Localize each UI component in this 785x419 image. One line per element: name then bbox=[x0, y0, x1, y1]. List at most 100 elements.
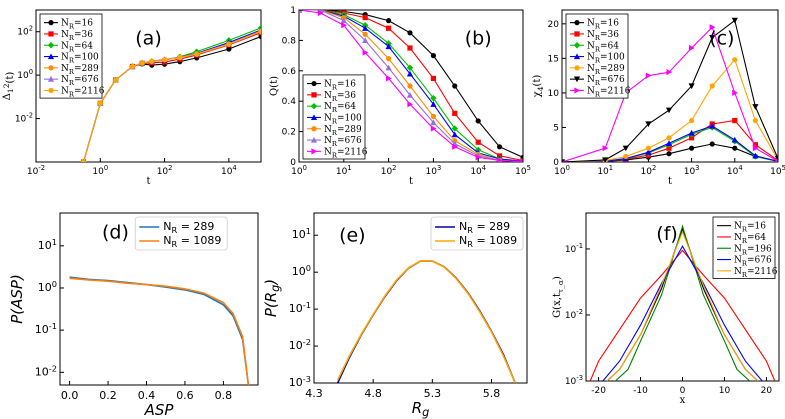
x-tick-label-c-1: 101 bbox=[597, 164, 613, 177]
x-tick-label-f-0: -20 bbox=[591, 386, 606, 396]
legend-label-b-4: NR=289 bbox=[324, 125, 362, 137]
legend-marker-a-1 bbox=[48, 31, 54, 37]
data-point-c-4-2 bbox=[623, 153, 629, 160]
x-axis-label-b: t bbox=[409, 176, 413, 187]
y-tick-label-f-2: 10-1 bbox=[565, 242, 583, 255]
data-point-c-5-5 bbox=[688, 83, 695, 90]
data-point-c-4-4 bbox=[666, 135, 672, 141]
data-point-c-3-5 bbox=[688, 129, 695, 136]
legend-label-a-4: NR=289 bbox=[61, 64, 99, 76]
legend-label-c-5: NR=676 bbox=[587, 75, 625, 87]
y-tick-label-c-2: 10 bbox=[548, 89, 560, 99]
y-tick-label-b-5: 1 bbox=[290, 6, 296, 16]
data-point-c-3-3 bbox=[645, 149, 652, 155]
data-point-b-6-8 bbox=[475, 154, 482, 161]
data-point-a-6-6 bbox=[161, 57, 168, 63]
data-point-c-4-8 bbox=[752, 117, 759, 124]
series-line-a-6 bbox=[82, 30, 261, 162]
y-tick-label-a-2: 102 bbox=[17, 25, 33, 38]
legend-label-b-0: NR=16 bbox=[324, 80, 356, 92]
data-point-c-0-5 bbox=[689, 145, 695, 151]
data-point-a-6-7 bbox=[177, 54, 183, 61]
data-point-a-6-8 bbox=[194, 51, 200, 57]
y-tick-label-d-0: 10-2 bbox=[35, 363, 57, 378]
legend-marker-a-3 bbox=[47, 53, 55, 60]
data-point-b-6-3 bbox=[362, 49, 369, 56]
x-tick-label-f-2: 0 bbox=[680, 386, 686, 396]
x-tick-label-b-2: 102 bbox=[381, 164, 397, 177]
legend-marker-a-0 bbox=[48, 20, 54, 26]
data-point-a-6-1 bbox=[97, 100, 103, 106]
data-point-b-6-2 bbox=[341, 22, 347, 29]
legend-label-a-2: NR=64 bbox=[61, 41, 93, 53]
legend-marker-a-6 bbox=[48, 87, 54, 94]
data-point-c-6-1 bbox=[602, 145, 609, 152]
data-point-c-4-7 bbox=[732, 57, 738, 63]
legend-label-f-3: NR=676 bbox=[734, 256, 772, 268]
data-point-b-3-5 bbox=[406, 70, 414, 77]
series-line-c-3 bbox=[562, 125, 778, 162]
y-tick-label-c-4: 20 bbox=[548, 20, 560, 30]
data-point-c-4-6 bbox=[709, 83, 715, 89]
legend-label-a-5: NR=676 bbox=[61, 75, 99, 87]
data-point-c-6-3 bbox=[645, 72, 652, 79]
data-point-b-1-5 bbox=[407, 45, 413, 51]
panel-a: 10-2 100 102 10410-2100102tΔ12(t)(a)NR=16NR… bbox=[2, 9, 262, 187]
y-tick-label-e-0: 10-3 bbox=[289, 374, 311, 389]
data-point-b-6-1 bbox=[317, 10, 324, 17]
legend-marker-a-2 bbox=[47, 42, 55, 49]
data-point-b-0-5 bbox=[407, 30, 413, 36]
plot-frame-e bbox=[313, 212, 528, 384]
data-point-b-0-6 bbox=[430, 53, 436, 59]
legend-marker-c-2 bbox=[573, 42, 581, 49]
y-tick-label-b-2: 0.4 bbox=[282, 97, 297, 107]
legend-label-b-6: NR=2116 bbox=[324, 147, 368, 159]
legend-marker-b-4 bbox=[311, 126, 317, 132]
legend-marker-c-1 bbox=[574, 31, 580, 37]
panel-label-b: (b) bbox=[465, 27, 492, 49]
legend-marker-b-3 bbox=[310, 114, 318, 121]
plot-frame-d bbox=[59, 212, 259, 386]
data-point-b-4-6 bbox=[430, 113, 436, 119]
legend-label-d-1: NR = 1089 bbox=[163, 234, 221, 249]
panel-label-a: (a) bbox=[135, 27, 161, 49]
data-point-b-2-6 bbox=[430, 94, 437, 102]
legend-label-f-1: NR=64 bbox=[734, 233, 766, 245]
data-point-c-0-4 bbox=[666, 151, 672, 157]
series-line-a-5 bbox=[82, 30, 261, 162]
y-axis-label-a: Δ12(t) bbox=[2, 72, 16, 101]
x-tick-label-b-4: 104 bbox=[470, 164, 486, 177]
x-tick-label-f-3: 10 bbox=[719, 386, 731, 396]
x-tick-label-c-2: 102 bbox=[641, 164, 657, 177]
x-tick-label-d-4: 0.8 bbox=[215, 389, 233, 402]
y-tick-label-b-4: 0.8 bbox=[282, 36, 297, 46]
series-line-c-4 bbox=[562, 58, 778, 162]
data-point-b-1-6 bbox=[430, 75, 436, 81]
data-point-c-6-5 bbox=[689, 44, 695, 52]
x-tick-label-d-2: 0.4 bbox=[138, 389, 156, 402]
data-point-b-1-3 bbox=[362, 15, 368, 21]
y-tick-label-b-3: 0.6 bbox=[282, 67, 297, 77]
legend-label-c-0: NR=16 bbox=[587, 19, 619, 31]
legend-label-a-1: NR=36 bbox=[61, 30, 93, 42]
panel-label-e: (e) bbox=[339, 225, 366, 247]
data-point-b-0-7 bbox=[452, 83, 458, 89]
data-point-b-1-8 bbox=[475, 139, 481, 145]
data-point-b-1-7 bbox=[452, 110, 458, 116]
data-point-b-3-6 bbox=[430, 101, 437, 107]
x-tick-label-d-3: 0.6 bbox=[176, 389, 194, 402]
legend-label-b-1: NR=36 bbox=[324, 91, 356, 103]
data-point-b-6-10 bbox=[520, 158, 523, 162]
series-line-e-1 bbox=[336, 260, 516, 383]
data-point-b-5-2 bbox=[340, 17, 347, 24]
x-tick-label-c-0: 100 bbox=[554, 164, 570, 177]
data-point-c-6-7 bbox=[732, 89, 738, 97]
data-point-a-6-5 bbox=[149, 58, 155, 64]
y-tick-label-e-3: 100 bbox=[292, 263, 311, 278]
y-tick-label-b-0: 0 bbox=[290, 158, 296, 168]
series-line-a-4 bbox=[82, 31, 261, 162]
series-line-c-6 bbox=[562, 26, 778, 162]
data-point-b-5-4 bbox=[385, 64, 392, 71]
